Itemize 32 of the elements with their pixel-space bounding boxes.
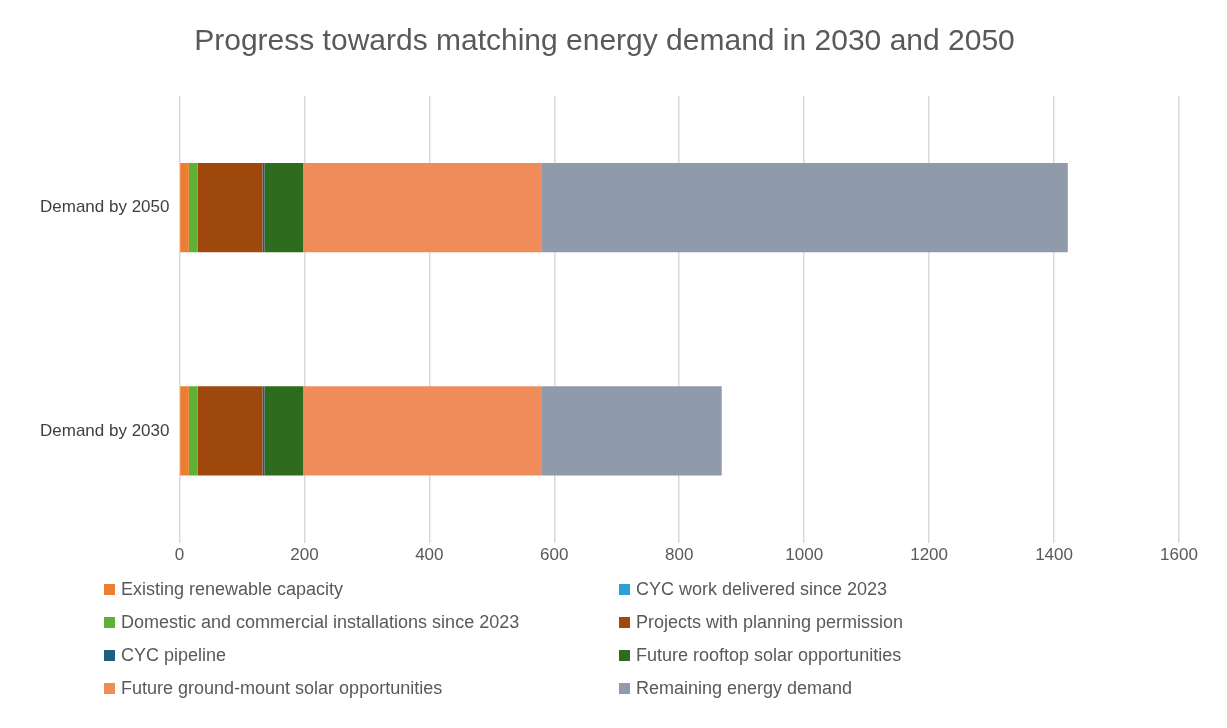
legend-label: Future rooftop solar opportunities — [636, 645, 902, 666]
x-tick-label: 600 — [540, 545, 569, 565]
legend-label: CYC pipeline — [121, 645, 227, 666]
bar — [541, 386, 722, 476]
x-tick-label: 1200 — [910, 545, 949, 565]
bar — [180, 386, 189, 476]
bar — [188, 162, 198, 253]
x-tick-label: 200 — [290, 545, 319, 565]
x-tick-label: 400 — [415, 545, 444, 565]
legend-label: CYC work delivered since 2023 — [636, 579, 888, 600]
bar — [303, 162, 542, 253]
bar — [264, 386, 304, 476]
chart-title: Progress towards matching energy demand in 2030 and 2050 — [194, 23, 1015, 57]
y-tick-label: Demand by 2050 — [39, 197, 170, 217]
x-tick-label: 800 — [665, 545, 694, 565]
bar — [197, 162, 263, 253]
bar — [188, 386, 198, 476]
bar — [197, 386, 263, 476]
x-tick-label: 1400 — [1035, 545, 1073, 565]
legend-label: Projects with planning permission — [636, 612, 904, 633]
y-tick-label: Demand by 2030 — [39, 420, 170, 440]
bar — [541, 162, 1068, 253]
x-tick-label: 1600 — [1160, 545, 1198, 565]
legend-label: Domestic and commercial installations since 2023 — [121, 612, 520, 633]
legend-label: Existing renewable capacity — [121, 579, 344, 600]
bar — [303, 386, 542, 476]
x-tick-label: 1000 — [785, 545, 824, 565]
legend-label: Future ground-mount solar opportunities — [121, 678, 443, 699]
bar — [180, 162, 189, 253]
x-tick-label: 0 — [174, 545, 185, 565]
bar — [264, 162, 304, 253]
legend-label: Remaining energy demand — [636, 678, 853, 699]
